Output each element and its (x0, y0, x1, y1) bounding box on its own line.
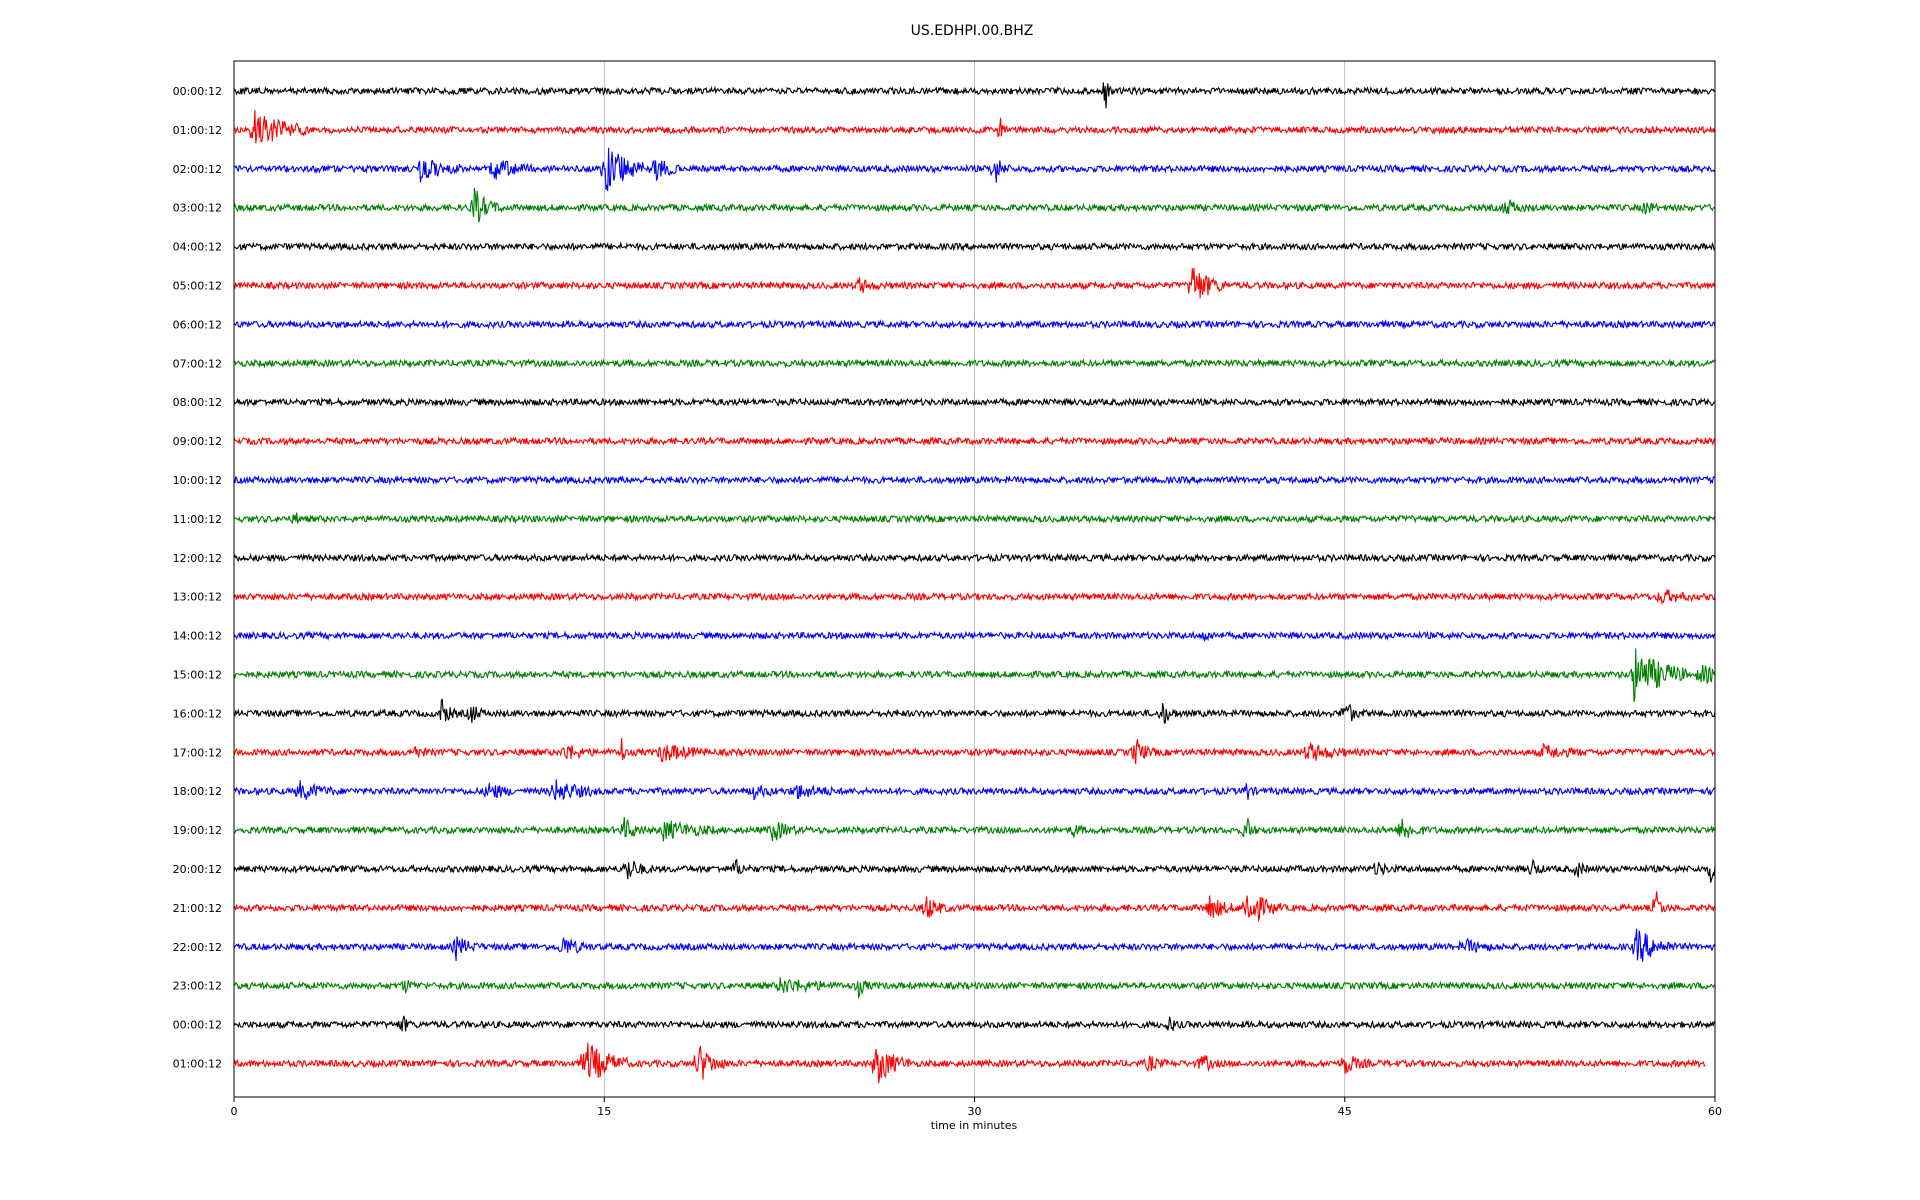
trace-row-13 (233, 589, 1716, 606)
row-label-19: 19:00:12 (173, 824, 222, 837)
row-label-16: 16:00:12 (173, 707, 222, 720)
x-axis-label: time in minutes (931, 1119, 1018, 1132)
chart-title: US.EDHPI.00.BHZ (911, 23, 1034, 39)
trace-row-25 (233, 1042, 1706, 1084)
trace-row-24 (233, 1015, 1716, 1032)
trace-row-19 (234, 816, 1716, 842)
row-label-14: 14:00:12 (173, 630, 222, 643)
row-label-9: 09:00:12 (173, 435, 222, 448)
trace-row-12 (233, 552, 1716, 564)
row-label-22: 22:00:12 (173, 941, 222, 954)
trace-row-3 (233, 187, 1716, 223)
row-labels-group: 00:00:12 01:00:12 02:00:12 03:00:12 04:00:12… (173, 85, 222, 1071)
trace-row-2 (233, 147, 1716, 192)
row-label-17: 17:00:12 (173, 746, 222, 759)
traces-group (233, 82, 1716, 1084)
trace-row-6 (233, 319, 1716, 330)
row-label-5: 05:00:12 (173, 280, 222, 293)
row-label-2: 02:00:12 (173, 163, 222, 176)
trace-row-7 (233, 357, 1716, 369)
row-label-6: 06:00:12 (173, 318, 222, 331)
row-label-15: 15:00:12 (173, 669, 222, 682)
row-label-7: 07:00:12 (173, 357, 222, 370)
trace-row-18 (233, 779, 1716, 801)
row-label-3: 03:00:12 (173, 202, 222, 215)
trace-row-17 (233, 737, 1716, 765)
row-label-11: 11:00:12 (173, 513, 222, 526)
trace-row-11 (233, 512, 1716, 525)
x-tick-label: 60 (1708, 1105, 1722, 1118)
row-label-0: 00:00:12 (173, 85, 222, 98)
x-tick-label: 15 (597, 1105, 611, 1118)
trace-row-23 (233, 977, 1716, 1000)
row-label-4: 04:00:12 (173, 241, 222, 254)
row-label-25: 01:00:12 (173, 1058, 222, 1071)
trace-row-14 (233, 630, 1716, 643)
trace-row-8 (233, 396, 1716, 408)
trace-row-16 (233, 698, 1716, 724)
row-label-18: 18:00:12 (173, 785, 222, 798)
grid-lines (603, 61, 1346, 1097)
row-label-13: 13:00:12 (173, 591, 222, 604)
row-label-20: 20:00:12 (173, 863, 222, 876)
trace-row-1 (233, 110, 1716, 144)
x-tick-label: 30 (968, 1105, 982, 1118)
trace-row-0 (233, 82, 1716, 109)
trace-row-20 (233, 858, 1716, 883)
trace-row-4 (233, 241, 1716, 252)
trace-row-21 (233, 891, 1716, 923)
row-label-24: 00:00:12 (173, 1019, 222, 1032)
x-tick-label: 0 (231, 1105, 238, 1118)
trace-row-5 (233, 267, 1716, 299)
trace-row-9 (233, 435, 1716, 447)
x-tick-label: 45 (1338, 1105, 1352, 1118)
row-label-1: 01:00:12 (173, 124, 222, 137)
row-label-10: 10:00:12 (173, 474, 222, 487)
row-label-12: 12:00:12 (173, 552, 222, 565)
row-label-21: 21:00:12 (173, 902, 222, 915)
trace-row-10 (233, 474, 1716, 486)
x-axis-ticks: 0 15 30 45 60 (231, 1097, 1722, 1118)
trace-row-15 (233, 648, 1716, 703)
row-label-8: 08:00:12 (173, 396, 222, 409)
row-label-23: 23:00:12 (173, 980, 222, 993)
trace-row-22 (233, 928, 1716, 962)
